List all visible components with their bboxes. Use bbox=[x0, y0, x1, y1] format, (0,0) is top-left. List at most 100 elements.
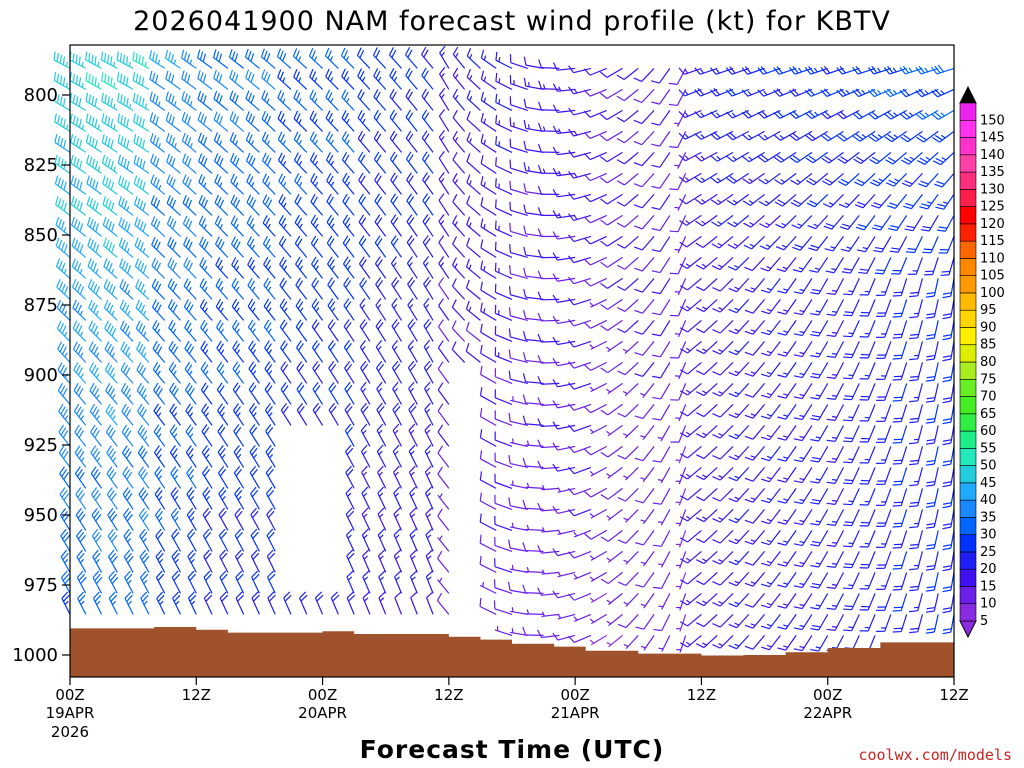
colorbar-swatch bbox=[959, 465, 977, 484]
colorbar-swatch bbox=[959, 413, 977, 432]
wind-barb bbox=[494, 325, 513, 342]
colorbar-label: 105 bbox=[980, 269, 1005, 284]
wind-barb bbox=[606, 634, 623, 648]
wind-barb bbox=[899, 65, 923, 75]
colorbar-label: 25 bbox=[980, 545, 997, 560]
wind-barb bbox=[495, 51, 513, 69]
wind-barb bbox=[552, 146, 576, 156]
wind-barb bbox=[230, 236, 245, 258]
wind-barb bbox=[345, 486, 355, 510]
wind-barb bbox=[118, 175, 134, 195]
wind-barb bbox=[712, 424, 734, 439]
wind-barb bbox=[393, 486, 403, 510]
wind-barb bbox=[696, 634, 718, 649]
wind-barb bbox=[640, 425, 655, 440]
wind-barb bbox=[54, 113, 71, 132]
colorbar-label: 75 bbox=[980, 372, 997, 387]
wind-barb bbox=[495, 72, 513, 90]
wind-barb bbox=[375, 319, 387, 342]
colorbar-label: 15 bbox=[980, 579, 997, 594]
wind-barb bbox=[438, 108, 450, 132]
wind-barb bbox=[71, 258, 87, 279]
wind-barb bbox=[200, 361, 213, 384]
wind-barb bbox=[407, 318, 418, 342]
colorbar-swatch bbox=[959, 603, 977, 622]
wind-barb bbox=[876, 362, 892, 380]
wind-barb bbox=[85, 134, 102, 153]
wind-barb bbox=[187, 570, 197, 594]
wind-barb bbox=[859, 530, 876, 548]
wind-barb bbox=[932, 130, 955, 143]
wind-barb bbox=[424, 381, 434, 405]
wind-barb bbox=[166, 215, 181, 237]
wind-barb bbox=[405, 67, 418, 90]
wind-barb bbox=[634, 362, 655, 377]
wind-barb bbox=[810, 551, 829, 568]
wind-barb bbox=[552, 421, 576, 430]
wind-barb bbox=[324, 47, 339, 69]
wind-barb bbox=[804, 88, 828, 97]
wind-barb bbox=[169, 445, 181, 468]
wind-barb bbox=[825, 257, 845, 274]
wind-barb bbox=[377, 465, 387, 489]
wind-barb bbox=[261, 110, 276, 132]
wind-barb bbox=[232, 382, 245, 405]
wind-barb bbox=[761, 530, 781, 546]
wind-barb bbox=[634, 488, 655, 504]
wind-barb bbox=[345, 465, 355, 489]
wind-barb bbox=[925, 362, 939, 382]
wind-barb bbox=[389, 151, 402, 174]
wind-barb bbox=[73, 403, 87, 426]
wind-barb bbox=[892, 530, 908, 549]
wind-barb bbox=[103, 258, 118, 279]
wind-barb bbox=[633, 130, 655, 146]
y-tick-label: 800 bbox=[24, 85, 58, 106]
wind-barb bbox=[133, 154, 150, 174]
wind-barb bbox=[438, 172, 450, 195]
wind-barb bbox=[495, 199, 513, 216]
wind-barb bbox=[859, 488, 876, 506]
colorbar-swatch bbox=[959, 568, 977, 587]
wind-barb bbox=[165, 132, 181, 153]
wind-barb bbox=[925, 614, 939, 634]
wind-barb bbox=[452, 130, 466, 153]
wind-barb bbox=[170, 507, 182, 531]
wind-barb bbox=[389, 67, 402, 90]
wind-barb bbox=[197, 90, 213, 111]
wind-barb bbox=[230, 194, 245, 216]
wind-barb bbox=[712, 445, 734, 460]
y-tick-label: 925 bbox=[24, 435, 58, 456]
wind-barb bbox=[292, 48, 308, 69]
wind-barb bbox=[373, 130, 387, 153]
wind-barb bbox=[617, 613, 639, 629]
wind-barb bbox=[343, 340, 355, 363]
wind-barb bbox=[167, 278, 181, 300]
wind-barb bbox=[346, 591, 356, 615]
wind-barb bbox=[852, 130, 876, 142]
wind-barb bbox=[494, 536, 513, 552]
wind-barb bbox=[744, 551, 766, 566]
wind-barb bbox=[820, 65, 844, 75]
wind-barb bbox=[635, 530, 655, 546]
wind-barb bbox=[375, 360, 387, 384]
wind-barb bbox=[438, 298, 450, 321]
wind-barb bbox=[154, 445, 166, 468]
wind-barb bbox=[523, 141, 544, 153]
wind-barb bbox=[710, 67, 734, 75]
wind-barb bbox=[246, 215, 260, 237]
wind-barb bbox=[277, 89, 292, 111]
wind-barb bbox=[309, 89, 323, 111]
wind-barb bbox=[373, 109, 387, 132]
wind-barb bbox=[215, 298, 229, 321]
wind-barb bbox=[633, 67, 655, 82]
wind-barb bbox=[925, 551, 939, 571]
wind-barb bbox=[120, 382, 134, 405]
wind-barb bbox=[133, 175, 150, 195]
wind-barb bbox=[479, 555, 497, 573]
wind-barb bbox=[234, 549, 245, 573]
wind-barb bbox=[218, 507, 229, 531]
wind-barb bbox=[311, 319, 324, 342]
wind-barb bbox=[761, 488, 781, 504]
wind-barb bbox=[438, 151, 450, 174]
wind-barb bbox=[523, 77, 544, 90]
